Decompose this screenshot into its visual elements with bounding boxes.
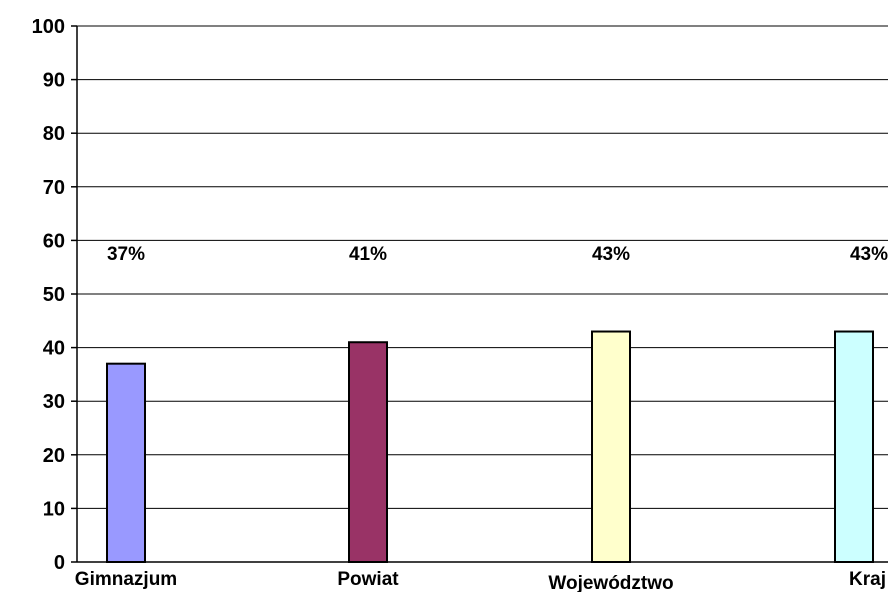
bar-województwo <box>591 330 631 563</box>
y-tick-label-60: 60 <box>43 230 65 252</box>
bar-gimnazjum <box>106 362 146 563</box>
y-tick-label-70: 70 <box>43 177 65 199</box>
gridlines <box>77 25 888 509</box>
x-category-label-powiat: Powiat <box>337 569 399 590</box>
bars <box>106 330 874 563</box>
x-category-label-gimnazjum: Gimnazjum <box>75 569 177 590</box>
y-tick-label-100: 100 <box>32 16 65 38</box>
data-label-gimnazjum: 37% <box>107 244 145 265</box>
y-tick-label-0: 0 <box>54 552 65 574</box>
y-tick-label-20: 20 <box>43 445 65 467</box>
x-category-label-województwo: Województwo <box>548 573 673 592</box>
x-category-label-kraj: Kraj <box>849 569 886 590</box>
data-label-powiat: 41% <box>349 244 387 265</box>
y-tick-label-40: 40 <box>43 338 65 360</box>
y-tick-label-50: 50 <box>43 284 65 306</box>
y-tick-label-10: 10 <box>43 498 65 520</box>
data-label-województwo: 43% <box>592 244 630 265</box>
y-tick-label-90: 90 <box>43 70 65 92</box>
y-axis-tick-labels: 0 10 20 30 40 50 60 70 80 90 100 <box>32 16 77 574</box>
bar-kraj <box>834 330 874 563</box>
bar-powiat <box>348 341 388 563</box>
y-tick-label-80: 80 <box>43 123 65 145</box>
x-axis-category-labels: Gimnazjum Powiat Województwo Kraj <box>75 569 886 592</box>
data-label-kraj: 43% <box>850 244 888 265</box>
data-labels: 37% 41% 43% 43% <box>107 244 888 265</box>
y-tick-label-30: 30 <box>43 391 65 413</box>
